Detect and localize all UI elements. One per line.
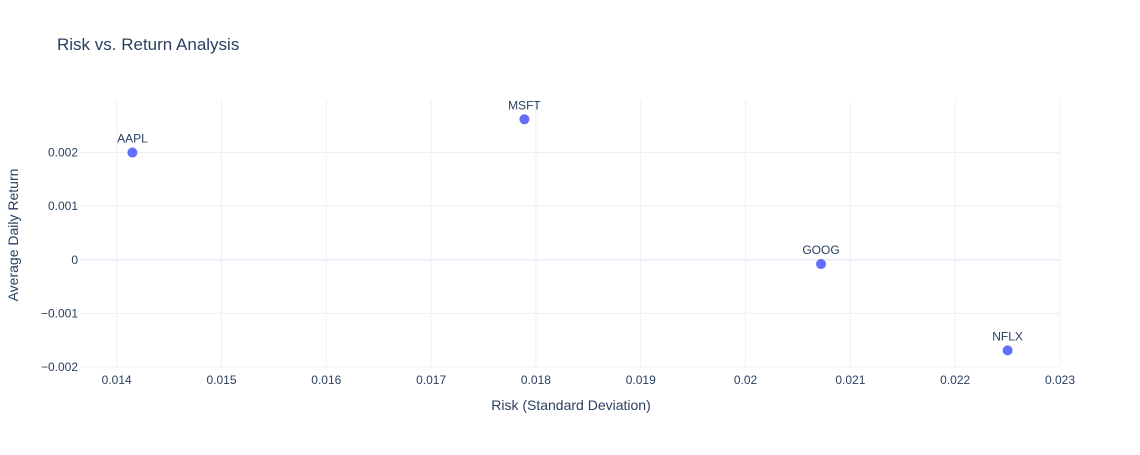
x-tick-label: 0.022 [940,373,970,387]
y-tick-label: −0.002 [41,360,78,374]
y-axis-ticks: −0.002 −0.001 0 0.001 0.002 [41,146,78,374]
x-tick-label: 0.014 [102,373,132,387]
data-point[interactable] [519,114,530,125]
x-tick-label: 0.016 [311,373,341,387]
data-points: AAPL MSFT GOOG NFLX [117,98,1023,356]
x-tick-label: 0.018 [521,373,551,387]
x-tick-label: 0.017 [416,373,446,387]
x-tick-label: 0.015 [206,373,236,387]
y-tick-label: 0 [71,253,78,267]
y-axis-title: Average Daily Return [5,169,21,302]
data-point-label: AAPL [117,132,148,146]
y-tick-label: 0.002 [48,146,78,160]
data-point-label: MSFT [508,98,541,112]
data-point[interactable] [1002,345,1013,356]
data-point[interactable] [816,259,827,270]
x-axis-ticks: 0.014 0.015 0.016 0.017 0.018 0.019 0.02 0.021 0… [102,373,1076,387]
data-point-label: GOOG [802,243,839,257]
x-tick-label: 0.023 [1045,373,1075,387]
chart-title: Risk vs. Return Analysis [57,35,239,54]
x-tick-label: 0.019 [626,373,656,387]
data-point[interactable] [127,147,138,158]
x-axis-title: Risk (Standard Deviation) [491,397,651,413]
grid-layer [80,100,1061,368]
y-tick-label: −0.001 [41,306,78,320]
x-tick-label: 0.021 [835,373,865,387]
x-tick-label: 0.02 [734,373,758,387]
data-point-label: NFLX [992,329,1023,343]
y-tick-label: 0.001 [48,199,78,213]
